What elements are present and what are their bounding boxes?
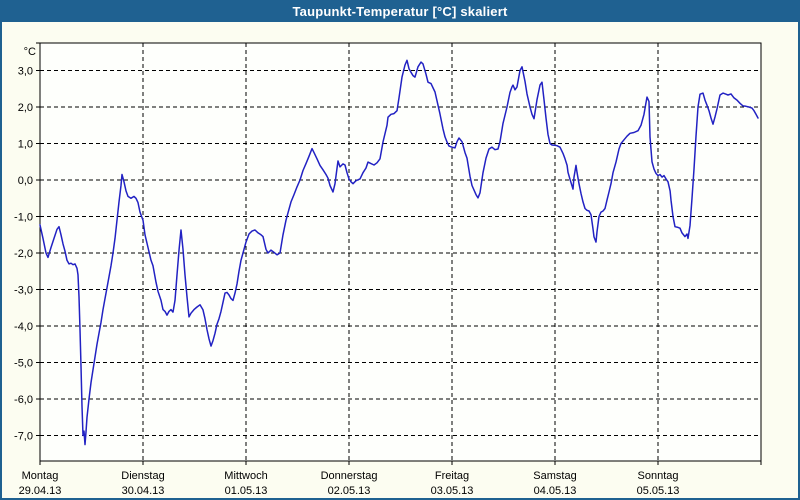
temperature-line	[39, 59, 759, 446]
y-tick-label: -3,0	[14, 285, 33, 297]
weekday-label: Samstag	[533, 470, 576, 482]
dewpoint-chart: 3,0 2,0 1,0 0,0 -1,0 -2,0 -3,0 -4,0 -5,0 -6,0 -7,0…	[14, 42, 762, 497]
date-label: 29.04.13	[19, 485, 62, 497]
y-tick-label: 1,0	[18, 139, 33, 151]
plot-border	[39, 42, 762, 462]
date-label: 30.04.13	[122, 485, 165, 497]
weekday-label: Mittwoch	[224, 470, 267, 482]
date-label: 01.05.13	[225, 485, 268, 497]
chart-area: 3,0 2,0 1,0 0,0 -1,0 -2,0 -3,0 -4,0 -5,0 -6,0 -7,0…	[2, 24, 798, 498]
date-label: 02.05.13	[328, 485, 371, 497]
y-tick-label: -7,0	[14, 431, 33, 443]
y-tick-label: -5,0	[14, 358, 33, 370]
date-label: 05.05.13	[637, 485, 680, 497]
weekday-label: Sonntag	[638, 470, 679, 482]
y-tick-label: 0,0	[18, 175, 33, 187]
plot-area	[40, 43, 761, 461]
weekday-label: Montag	[22, 470, 59, 482]
date-label: 03.05.13	[431, 485, 474, 497]
y-tick-label: 3,0	[18, 66, 33, 78]
weekday-label: Dienstag	[121, 470, 164, 482]
y-tick-label: -2,0	[14, 248, 33, 260]
y-axis-unit-label: °C	[24, 46, 36, 58]
title-bar: Taupunkt-Temperatur [°C] skaliert	[2, 2, 798, 22]
y-tick-label: -6,0	[14, 394, 33, 406]
y-tick-label: -4,0	[14, 321, 33, 333]
date-label: 04.05.13	[534, 485, 577, 497]
y-tick-label: 2,0	[18, 102, 33, 114]
y-tick-label: -1,0	[14, 212, 33, 224]
weekday-label: Freitag	[435, 470, 469, 482]
chart-title: Taupunkt-Temperatur [°C] skaliert	[292, 4, 508, 19]
weekday-label: Donnerstag	[321, 470, 378, 482]
